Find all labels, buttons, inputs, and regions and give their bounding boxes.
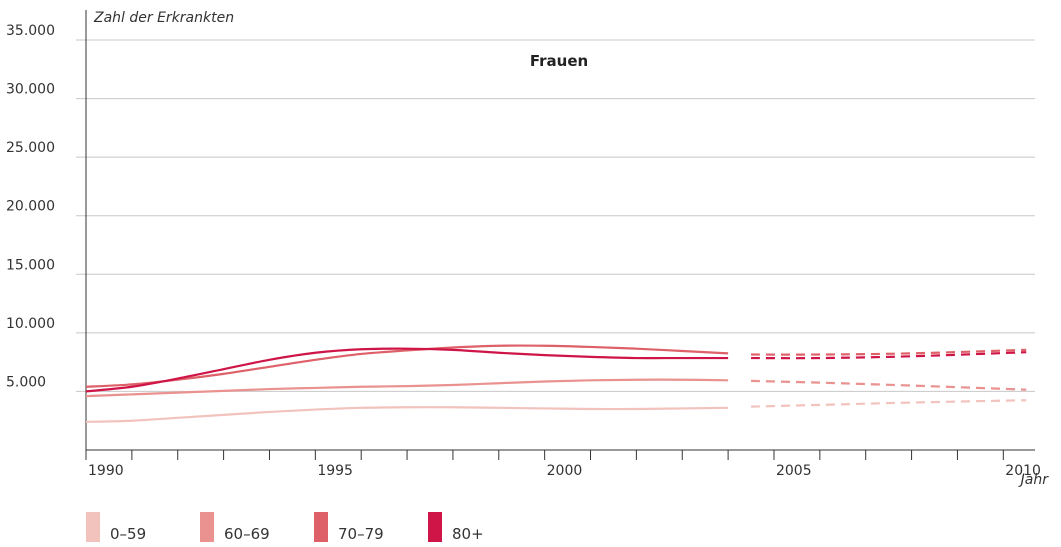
legend-swatch	[200, 512, 214, 542]
y-tick-label: 10.000	[6, 316, 55, 332]
legend-item: 80+	[428, 508, 542, 542]
x-tick-label: 1990	[88, 463, 124, 479]
x-tick-label: 2010	[1005, 463, 1041, 479]
legend-swatch	[86, 512, 100, 542]
legend-item: 70–79	[314, 508, 428, 542]
series-projection-1	[751, 399, 1027, 408]
chart-title: Frauen	[530, 52, 588, 70]
legend-label: 80+	[452, 525, 484, 543]
y-tick-label: 15.000	[6, 257, 55, 273]
series-line-3	[85, 344, 729, 388]
x-tick-label: 2000	[547, 463, 583, 479]
gridlines	[76, 39, 1035, 392]
legend-swatch	[428, 512, 442, 542]
series-lines	[85, 344, 1027, 423]
y-tick-label: 30.000	[6, 82, 55, 98]
y-axis-title: Zahl der Erkrankten	[93, 10, 234, 26]
series-line-4	[85, 347, 729, 393]
legend-label: 70–79	[338, 525, 384, 543]
y-tick-label: 35.000	[6, 23, 55, 39]
legend-item: 0–59	[86, 508, 200, 542]
series-projection-3	[751, 348, 1027, 356]
y-tick-label: 25.000	[6, 140, 55, 156]
legend: 0–59 60–69 70–79 80+	[86, 508, 542, 542]
line-chart: 5.000 10.000 15.000 20.000 25.000 30.000 35.00…	[6, 10, 1050, 488]
x-axis-title: Jahr	[1018, 472, 1050, 488]
x-tick-label: 2005	[776, 463, 812, 479]
legend-item: 60–69	[200, 508, 314, 542]
y-axis: 5.000 10.000 15.000 20.000 25.000 30.000 35.00…	[6, 10, 87, 450]
series-line-2	[85, 378, 729, 398]
x-axis: 1990 1995 2000 2005 2010	[85, 449, 1041, 479]
series-projection-2	[751, 379, 1027, 391]
series-projection-4	[751, 351, 1027, 360]
series-line-1	[85, 406, 729, 423]
legend-swatch	[314, 512, 328, 542]
y-tick-label: 5.000	[6, 374, 46, 390]
x-tick-label: 1995	[317, 463, 353, 479]
y-tick-label: 20.000	[6, 199, 55, 215]
legend-label: 0–59	[110, 525, 147, 543]
legend-label: 60–69	[224, 525, 270, 543]
